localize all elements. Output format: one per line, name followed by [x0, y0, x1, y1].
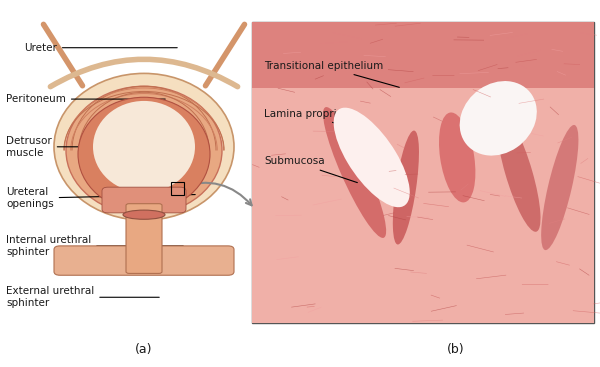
- Ellipse shape: [497, 113, 541, 232]
- Ellipse shape: [123, 210, 165, 219]
- Text: Detrusor
muscle: Detrusor muscle: [6, 136, 147, 157]
- Ellipse shape: [541, 125, 578, 250]
- Ellipse shape: [54, 73, 234, 220]
- FancyBboxPatch shape: [54, 246, 234, 275]
- Text: Peritoneum: Peritoneum: [6, 94, 165, 104]
- Text: (b): (b): [447, 343, 465, 356]
- Text: External urethral
sphinter: External urethral sphinter: [6, 287, 159, 308]
- Ellipse shape: [334, 108, 410, 207]
- Ellipse shape: [323, 107, 386, 238]
- FancyBboxPatch shape: [252, 22, 594, 323]
- Text: Internal urethral
sphinter: Internal urethral sphinter: [6, 235, 183, 257]
- Text: Ureter: Ureter: [24, 43, 177, 53]
- Ellipse shape: [66, 86, 222, 215]
- Ellipse shape: [93, 101, 195, 193]
- Bar: [171, 182, 184, 195]
- FancyBboxPatch shape: [126, 204, 162, 273]
- FancyBboxPatch shape: [252, 22, 594, 88]
- Ellipse shape: [460, 81, 537, 156]
- FancyArrowPatch shape: [50, 59, 238, 87]
- Text: Submucosa: Submucosa: [264, 156, 358, 183]
- Text: Transitional epithelium: Transitional epithelium: [264, 61, 400, 87]
- Text: Ureteral
openings: Ureteral openings: [6, 188, 195, 209]
- FancyBboxPatch shape: [102, 187, 186, 213]
- Ellipse shape: [439, 112, 475, 203]
- Bar: [252, 22, 594, 323]
- Ellipse shape: [393, 131, 419, 244]
- Text: Lamina propria: Lamina propria: [264, 109, 376, 135]
- Text: (a): (a): [135, 343, 153, 356]
- Ellipse shape: [78, 97, 210, 211]
